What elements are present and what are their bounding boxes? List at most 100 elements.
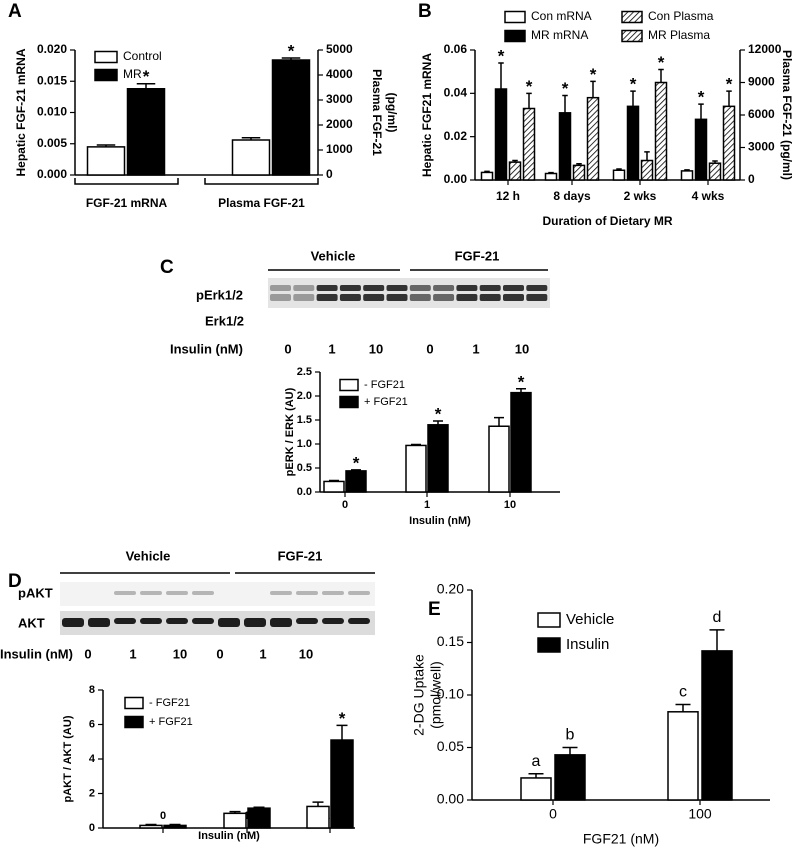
- blot-band: [88, 618, 110, 627]
- y2-axis-label: Plasma FGF-21: [370, 69, 384, 156]
- legend-swatch: [339, 378, 359, 392]
- error-bar: [312, 801, 324, 807]
- bar: [522, 107, 536, 181]
- bar: [323, 480, 345, 493]
- bar: [558, 112, 572, 181]
- blot-band: [166, 618, 188, 624]
- category-label: 0: [160, 810, 166, 822]
- bar: [640, 159, 654, 181]
- bar: [626, 105, 640, 181]
- blot-band: [140, 591, 162, 595]
- blot-band: [348, 591, 370, 595]
- error-bar: [630, 90, 636, 107]
- blot-band: [433, 285, 455, 291]
- legend-label: + FGF21: [149, 716, 193, 728]
- blot-band: [409, 285, 431, 291]
- y-axis-label: Hepatic FGF21 mRNA: [420, 53, 434, 177]
- bar: [480, 171, 494, 181]
- bar: [586, 96, 600, 181]
- x-axis-label: FGF21 (nM): [583, 831, 659, 847]
- x-axis-label: Duration of Dietary MR: [542, 214, 672, 228]
- blot-group-label: Vehicle: [311, 248, 356, 263]
- error-bar: [726, 90, 732, 107]
- bar: [86, 146, 126, 176]
- error-bar: [494, 416, 504, 427]
- significance-label: a: [532, 753, 541, 770]
- bar: [654, 81, 668, 181]
- error-bar: [562, 94, 568, 113]
- error-bar: [411, 443, 421, 446]
- category-label: 1: [424, 499, 430, 511]
- dose-value: 10: [515, 341, 529, 356]
- error-bar: [516, 388, 526, 393]
- legend-label: + FGF21: [364, 396, 408, 408]
- legend-label: MR mRNA: [531, 28, 588, 42]
- y-tick-label: 0.010: [37, 105, 67, 119]
- significance-label: *: [698, 88, 705, 107]
- y2-axis-label: Plasma FGF-21 (pg/ml): [780, 50, 794, 180]
- dose-value: 10: [369, 341, 383, 356]
- y-tick-label: 1.0: [297, 438, 312, 450]
- legend-swatch: [124, 696, 144, 710]
- error-bar: [498, 62, 504, 89]
- bar: [494, 88, 508, 181]
- error-bar: [698, 103, 704, 120]
- error-bar: [548, 171, 554, 174]
- error-bar: [336, 724, 348, 741]
- bar: [126, 88, 166, 176]
- y-tick-label: 0: [89, 822, 95, 834]
- y-tick-label: 0.04: [444, 86, 468, 100]
- blot-band: [339, 285, 361, 291]
- bar: [520, 777, 552, 801]
- bar: [271, 59, 311, 176]
- y2-tick-label: 9000: [748, 75, 775, 89]
- blot-strip: [268, 278, 550, 308]
- error-bar: [136, 83, 156, 89]
- y-tick-label: 0.0: [297, 486, 312, 498]
- error-bar: [329, 479, 339, 482]
- error-bar: [433, 420, 443, 425]
- blot-band: [296, 618, 318, 624]
- panel-letter: D: [8, 571, 22, 592]
- blot-band: [409, 294, 431, 301]
- error-bar: [96, 144, 116, 147]
- dose-value: 10: [173, 646, 187, 661]
- category-label: 10: [504, 499, 516, 511]
- legend-label: Con Plasma: [648, 9, 714, 23]
- significance-label: *: [562, 79, 569, 98]
- legend-swatch: [621, 10, 643, 24]
- blot-band: [166, 591, 188, 595]
- y-tick-label: 6: [89, 718, 95, 730]
- dose-value: 1: [328, 341, 335, 356]
- blot-band: [479, 285, 501, 291]
- error-bar: [484, 170, 490, 173]
- y-tick-label: 2.5: [297, 366, 312, 378]
- blot-band: [322, 618, 344, 624]
- bar: [488, 425, 510, 493]
- y-tick-label: 1.5: [297, 414, 312, 426]
- y-axis-label: 2-DG Uptake: [411, 654, 427, 736]
- error-bar: [528, 773, 544, 778]
- y2-tick-label: 1000: [326, 142, 353, 156]
- bar: [694, 118, 708, 181]
- y-axis-label: (pmol/well): [428, 661, 444, 729]
- significance-label: *: [353, 453, 360, 472]
- y-tick-label: 0.06: [444, 42, 468, 56]
- blot-band: [363, 294, 385, 301]
- error-bar: [658, 68, 664, 83]
- legend-swatch: [537, 612, 561, 628]
- dose-value: 0: [284, 341, 291, 356]
- blot-band: [316, 285, 338, 291]
- legend-label: MR Plasma: [648, 28, 710, 42]
- blot-row-label: pAKT: [18, 585, 53, 600]
- x-axis-label: Insulin (nM): [198, 830, 260, 842]
- y2-tick-label: 0: [326, 167, 333, 181]
- blot-band: [503, 285, 524, 291]
- error-bar: [281, 57, 301, 60]
- dose-label: Insulin (nM): [170, 341, 243, 356]
- legend-swatch: [537, 637, 561, 653]
- y-axis-label: pAKT / AKT (AU): [62, 715, 74, 802]
- blot-band: [244, 618, 266, 627]
- significance-label: *: [498, 46, 505, 65]
- blot-band: [479, 294, 501, 301]
